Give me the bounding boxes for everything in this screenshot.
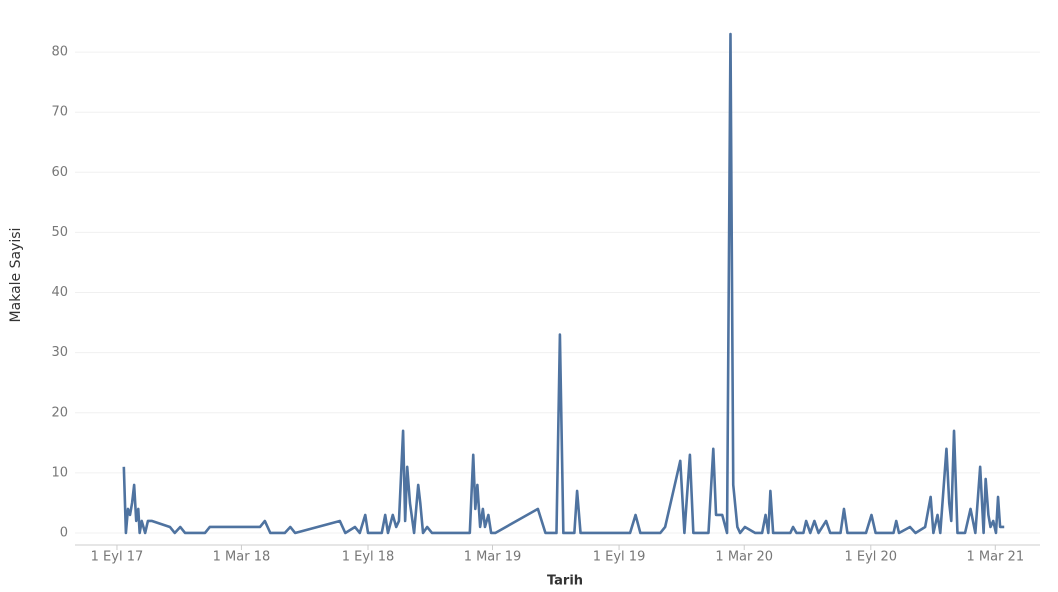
x-tick-label: 1 Eyl 20 bbox=[844, 550, 897, 565]
x-axis-title: Tarih bbox=[547, 574, 583, 589]
y-tick-label: 80 bbox=[51, 45, 68, 60]
y-tick-label: 30 bbox=[51, 345, 68, 360]
y-tick-label: 10 bbox=[51, 465, 68, 480]
y-tick-label: 60 bbox=[51, 165, 68, 180]
data-line bbox=[122, 32, 1005, 535]
y-tick-label: 20 bbox=[51, 405, 68, 420]
y-tick-label: 70 bbox=[51, 105, 68, 120]
y-tick-label: 40 bbox=[51, 285, 68, 300]
y-tick-label: 0 bbox=[60, 525, 68, 540]
x-tick-label: 1 Mar 18 bbox=[213, 550, 271, 565]
x-tick-label: 1 Mar 19 bbox=[464, 550, 522, 565]
x-tick-label: 1 Eyl 17 bbox=[91, 550, 144, 565]
x-tick-label: 1 Eyl 19 bbox=[593, 550, 646, 565]
y-tick-label: 50 bbox=[51, 225, 68, 240]
x-tick-label: 1 Mar 21 bbox=[966, 550, 1024, 565]
x-tick-label: 1 Mar 20 bbox=[715, 550, 773, 565]
y-axis-title: Makale Sayisi bbox=[8, 228, 24, 323]
x-tick-label: 1 Eyl 18 bbox=[342, 550, 395, 565]
